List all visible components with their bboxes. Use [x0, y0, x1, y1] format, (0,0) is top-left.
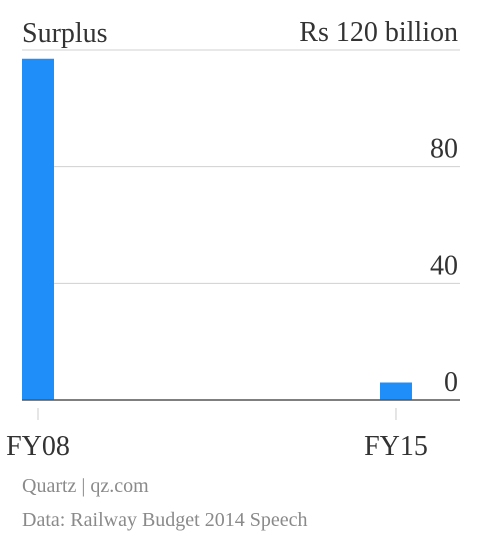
bar [379, 382, 412, 400]
x-tick-label: FY15 [364, 431, 428, 462]
source: Quartz | qz.com [22, 475, 149, 497]
y-tick-label: 80 [430, 134, 458, 165]
note: Data: Railway Budget 2014 Speech [22, 509, 308, 531]
y-tick-label: Rs 120 billion [299, 17, 458, 48]
y-axis-label: Surplus [22, 18, 108, 49]
x-tick-label: FY08 [6, 431, 70, 462]
bar [22, 58, 54, 400]
y-tick-label: 0 [444, 367, 458, 398]
y-tick-label: 40 [430, 250, 458, 281]
